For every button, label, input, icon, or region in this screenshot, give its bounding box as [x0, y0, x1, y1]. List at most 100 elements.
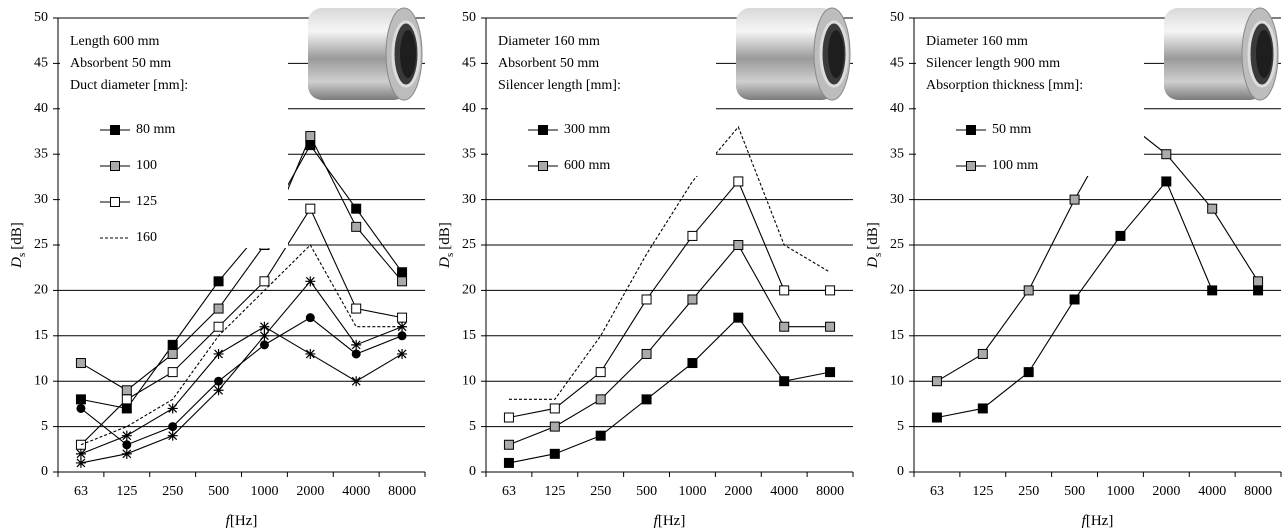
note: Absorbent 50 mm: [70, 56, 171, 71]
marker: [121, 385, 132, 396]
marker: [1069, 294, 1080, 305]
y-tick-label: 45: [462, 56, 476, 71]
series-line: [508, 180, 831, 419]
marker: [977, 348, 988, 359]
marker: [595, 367, 606, 378]
marker: [1253, 276, 1264, 287]
x-tick-label: 2000: [1152, 484, 1180, 499]
x-tick-label: 8000: [816, 484, 844, 499]
y-axis-label: Ds [dB]: [9, 222, 27, 269]
y-label-symbol: D: [437, 257, 453, 269]
marker: [213, 276, 224, 287]
y-tick-label: 40: [462, 101, 476, 116]
y-tick-label: 40: [34, 101, 48, 116]
y-tick-label: 20: [34, 283, 48, 298]
marker: [214, 376, 224, 386]
marker: [397, 331, 407, 341]
marker: [733, 240, 744, 250]
y-tick-label: 45: [890, 56, 904, 71]
marker: [503, 457, 514, 468]
y-tick-label: 0: [897, 464, 904, 479]
y-tick-label: 0: [469, 464, 476, 479]
x-tick-label: 250: [590, 484, 611, 499]
x-label-unit: [Hz]: [230, 513, 257, 529]
marker: [75, 457, 86, 468]
x-tick-label: 500: [208, 484, 229, 499]
x-tick-label: 250: [162, 484, 183, 499]
y-tick-label: 5: [897, 419, 904, 434]
x-label-symbol: f: [1082, 513, 1088, 529]
legend-label: 160: [136, 230, 157, 245]
marker: [75, 448, 86, 459]
x-tick-label: 1000: [250, 484, 278, 499]
x-tick-label: 125: [544, 484, 565, 499]
marker: [538, 161, 548, 171]
note: Absorbent 50 mm: [498, 56, 599, 71]
marker: [122, 440, 132, 450]
marker: [825, 367, 836, 378]
marker: [167, 430, 178, 441]
x-tick-label: 8000: [388, 484, 416, 499]
x-axis-label: f[Hz]: [226, 513, 258, 529]
marker: [825, 285, 836, 296]
legend-box: [60, 20, 288, 248]
x-tick-label: 4000: [1198, 484, 1226, 499]
marker: [305, 313, 315, 323]
marker: [397, 321, 408, 332]
marker: [549, 403, 560, 414]
y-label-subscript: s: [16, 253, 28, 257]
marker: [397, 312, 408, 323]
y-tick-label: 50: [34, 10, 48, 25]
legend-label: 600 mm: [564, 158, 610, 173]
marker: [213, 348, 224, 359]
marker: [503, 412, 514, 423]
legend-box: [916, 20, 1144, 176]
marker: [549, 448, 560, 459]
marker: [1207, 285, 1218, 296]
y-tick-label: 0: [41, 464, 48, 479]
marker: [305, 203, 316, 214]
x-tick-label: 63: [930, 484, 944, 499]
marker: [503, 439, 514, 450]
marker: [1161, 176, 1172, 187]
y-tick-label: 15: [462, 328, 476, 343]
y-tick-label: 35: [34, 146, 48, 161]
y-tick-label: 25: [890, 237, 904, 252]
marker: [977, 403, 988, 414]
marker: [259, 321, 270, 332]
y-label-symbol: D: [9, 257, 25, 269]
y-tick-label: 5: [41, 419, 48, 434]
y-tick-label: 30: [34, 192, 48, 207]
marker: [687, 230, 698, 241]
marker: [1253, 285, 1264, 296]
y-label-unit: [dB]: [865, 222, 881, 250]
x-tick-label: 500: [636, 484, 657, 499]
series-line: [80, 326, 403, 455]
silencer-hole: [828, 30, 844, 78]
y-label-unit: [dB]: [437, 222, 453, 250]
legend-label: 80 mm: [136, 122, 175, 137]
note: Absorption thickness [mm]:: [926, 78, 1083, 93]
legend-label: 100: [136, 158, 157, 173]
y-tick-label: 20: [462, 283, 476, 298]
marker: [351, 203, 362, 214]
y-label-subscript: s: [444, 253, 456, 257]
marker: [167, 339, 178, 350]
note: Silencer length 900 mm: [926, 56, 1060, 71]
marker: [121, 403, 132, 414]
silencer-hole: [1256, 30, 1272, 78]
marker: [167, 367, 178, 378]
panel: 0 5 10 15 20 25 30 35 40 45 50 63 125 250 500 1000 2000 4…: [9, 7, 426, 529]
marker: [121, 394, 132, 405]
marker: [733, 312, 744, 323]
panel: 0 5 10 15 20 25 30 35 40 45 50 63 125 250 500 1000 2000 4…: [865, 7, 1282, 529]
series-line: [936, 180, 1259, 419]
marker: [167, 403, 178, 414]
x-label-symbol: f: [226, 513, 232, 529]
legend-label: 300 mm: [564, 122, 610, 137]
y-tick-label: 50: [462, 10, 476, 25]
marker: [110, 197, 120, 207]
x-tick-label: 8000: [1244, 484, 1272, 499]
marker: [966, 161, 976, 171]
marker: [779, 321, 790, 332]
